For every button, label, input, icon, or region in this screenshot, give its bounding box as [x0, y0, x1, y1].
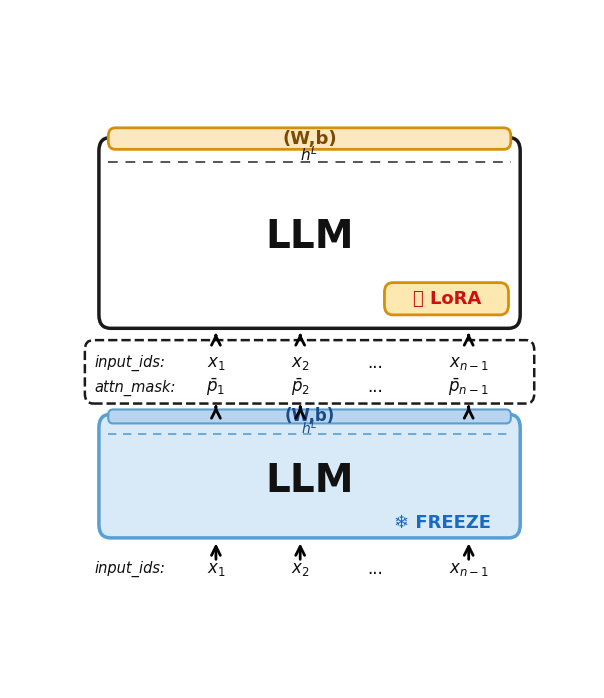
Text: $x_{2}$: $x_{2}$: [291, 560, 309, 578]
Text: input_ids:: input_ids:: [94, 561, 165, 577]
Text: LLM: LLM: [265, 218, 354, 256]
FancyBboxPatch shape: [99, 138, 520, 328]
FancyBboxPatch shape: [108, 410, 511, 424]
Text: attn_mask:: attn_mask:: [94, 379, 176, 396]
Text: $x_{2}$: $x_{2}$: [291, 355, 309, 372]
Text: $x_{1}$: $x_{1}$: [207, 560, 225, 578]
Text: $\bar{p}_{2}$: $\bar{p}_{2}$: [291, 377, 310, 398]
FancyBboxPatch shape: [385, 283, 509, 315]
Text: ...: ...: [367, 560, 383, 578]
Text: ...: ...: [367, 355, 383, 372]
Text: $h^L$: $h^L$: [301, 418, 318, 437]
Text: $x_{{n-1}}$: $x_{{n-1}}$: [449, 355, 489, 372]
Text: 🔥 LoRA: 🔥 LoRA: [413, 290, 481, 308]
Text: ❄ FREEZE: ❄ FREEZE: [394, 514, 492, 532]
Text: (W,b): (W,b): [284, 408, 335, 426]
Text: $\bar{p}_{1}$: $\bar{p}_{1}$: [207, 377, 225, 398]
FancyBboxPatch shape: [85, 340, 535, 403]
Text: ...: ...: [367, 378, 383, 396]
Text: $h^L$: $h^L$: [301, 145, 318, 164]
Text: (W,b): (W,b): [282, 130, 337, 147]
Text: $x_{{n-1}}$: $x_{{n-1}}$: [449, 560, 489, 578]
Text: $\bar{p}_{{n-1}}$: $\bar{p}_{{n-1}}$: [448, 377, 489, 398]
Text: input_ids:: input_ids:: [94, 355, 165, 371]
FancyBboxPatch shape: [99, 415, 520, 538]
FancyBboxPatch shape: [108, 128, 511, 149]
Text: LLM: LLM: [265, 463, 354, 500]
Text: $x_{1}$: $x_{1}$: [207, 355, 225, 372]
